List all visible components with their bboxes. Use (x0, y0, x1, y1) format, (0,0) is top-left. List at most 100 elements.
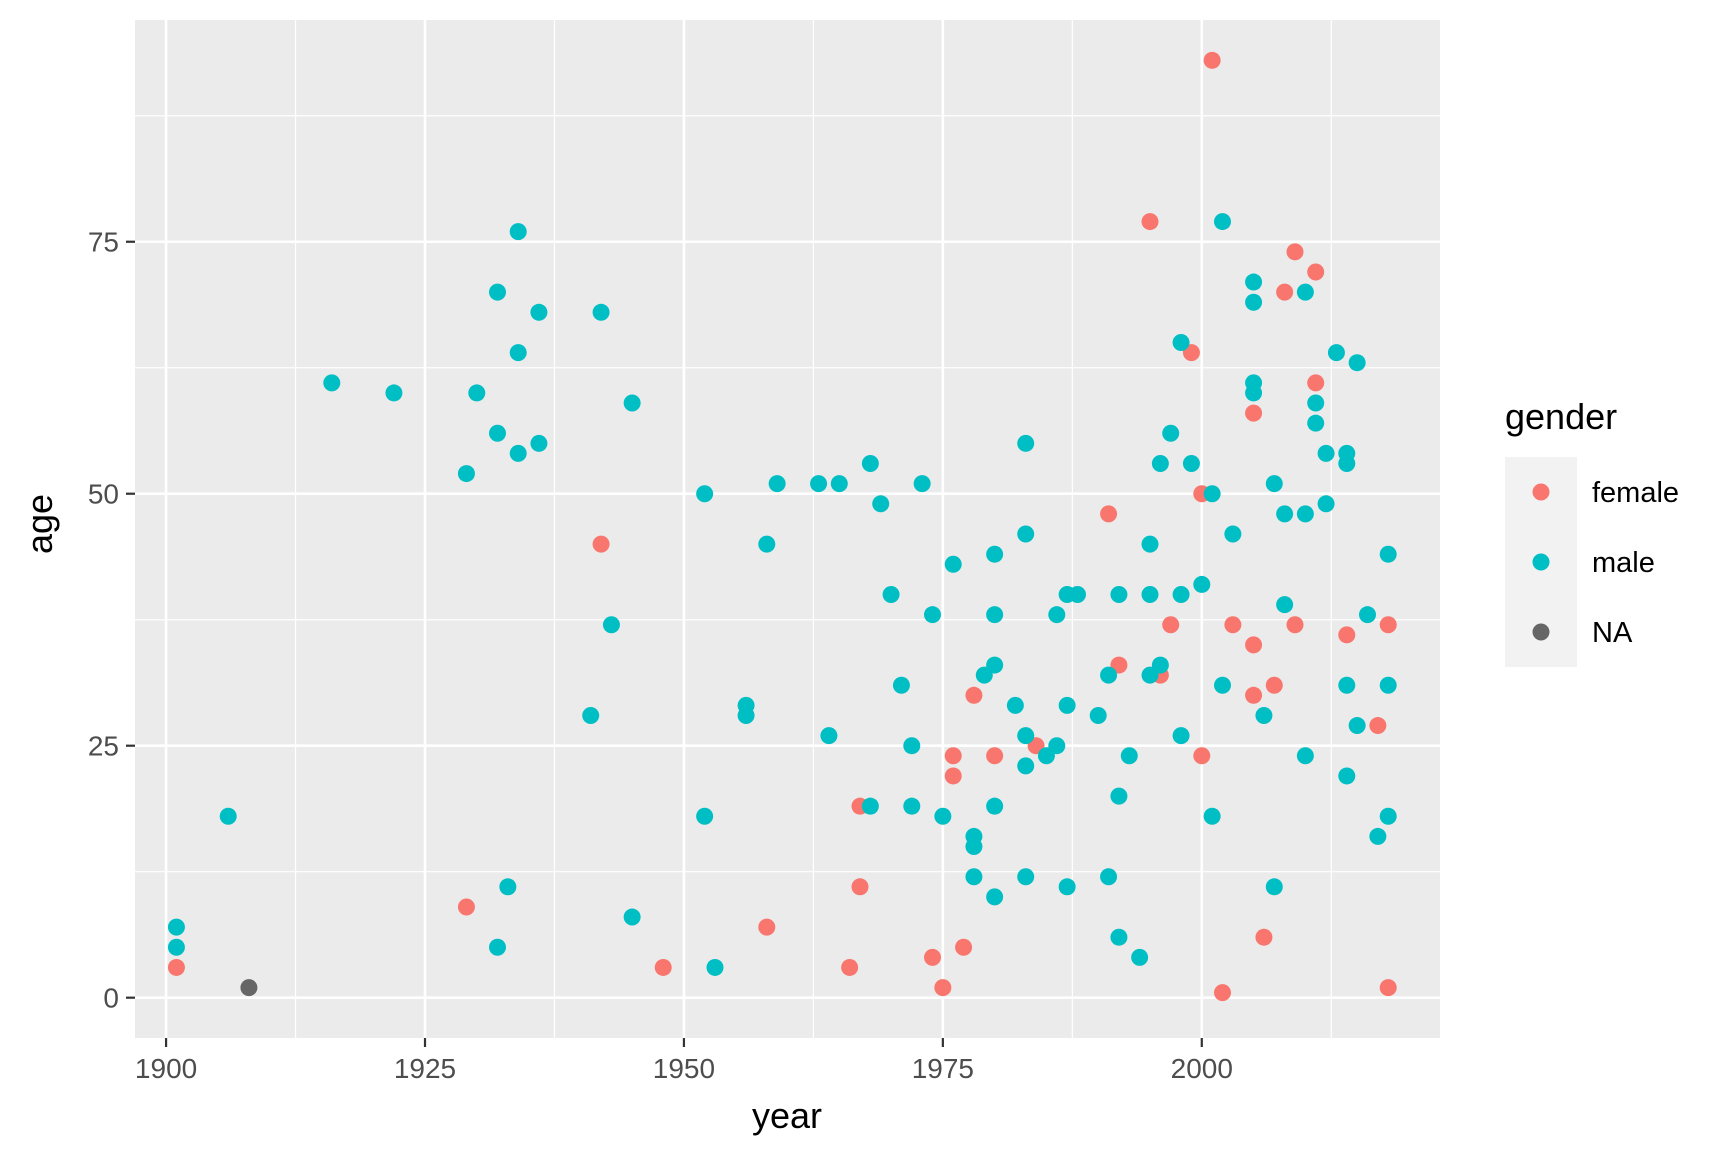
data-point (1369, 717, 1387, 735)
data-point (1317, 495, 1335, 513)
data-point (1307, 263, 1325, 281)
data-point (965, 686, 983, 704)
data-point (1307, 394, 1325, 412)
y-tick-label: 25 (88, 731, 119, 762)
data-points (167, 51, 1397, 1002)
y-axis: 0 25 50 75 (88, 227, 135, 1014)
data-point (851, 878, 869, 896)
data-point (1017, 757, 1035, 775)
data-point (861, 797, 879, 815)
data-point (1379, 676, 1397, 694)
series-na (240, 979, 258, 997)
data-point (1245, 686, 1263, 704)
data-point (167, 958, 185, 976)
data-point (1276, 596, 1294, 614)
data-point (1006, 696, 1024, 714)
data-point (1172, 334, 1190, 352)
legend-key-na (1532, 623, 1550, 641)
data-point (944, 747, 962, 765)
data-point (1245, 293, 1263, 311)
data-point (1172, 586, 1190, 604)
minor-gridlines (135, 20, 1440, 1038)
data-point (385, 384, 403, 402)
data-point (758, 918, 776, 936)
data-point (592, 303, 610, 321)
data-point (872, 495, 890, 513)
data-point (1203, 51, 1221, 69)
legend-items: female male NA (1532, 477, 1679, 649)
data-point (924, 606, 941, 624)
data-point (696, 807, 714, 825)
data-point (768, 475, 786, 493)
legend-key-female (1532, 483, 1550, 501)
data-point (986, 888, 1004, 906)
data-point (737, 706, 755, 724)
data-point (1017, 434, 1035, 452)
data-point (1151, 656, 1169, 674)
data-point (934, 807, 952, 825)
data-point (1265, 676, 1283, 694)
data-point (1348, 717, 1366, 735)
data-point (1317, 444, 1335, 462)
data-point (457, 465, 475, 483)
data-point (986, 797, 1004, 815)
data-point (1296, 505, 1314, 523)
data-point (1100, 505, 1118, 523)
data-point (1296, 747, 1314, 765)
x-tick-label: 1925 (394, 1053, 456, 1084)
data-point (810, 475, 828, 493)
data-point (1151, 454, 1169, 472)
data-point (1379, 807, 1397, 825)
data-point (219, 807, 237, 825)
data-point (1276, 505, 1294, 523)
data-point (509, 444, 527, 462)
x-tick-label: 1900 (135, 1053, 197, 1084)
data-point (1245, 273, 1263, 291)
data-point (489, 938, 506, 956)
legend-label-female: female (1592, 477, 1679, 509)
data-point (1017, 727, 1035, 745)
data-point (602, 616, 620, 634)
data-point (1110, 586, 1128, 604)
data-point (1069, 586, 1086, 604)
data-point (323, 374, 341, 392)
data-point (1338, 767, 1356, 785)
data-point (468, 384, 486, 402)
legend-key-male (1532, 553, 1550, 571)
x-tick-label: 1975 (912, 1053, 974, 1084)
data-point (986, 656, 1004, 674)
data-point (830, 475, 848, 493)
data-point (1048, 737, 1066, 755)
data-point (1214, 676, 1231, 694)
data-point (1245, 404, 1263, 422)
data-point (1379, 979, 1397, 997)
data-point (1100, 666, 1118, 684)
x-axis-title: year (752, 1095, 822, 1136)
data-point (965, 837, 983, 855)
data-point (1214, 984, 1231, 1002)
data-point (706, 958, 724, 976)
data-point (1193, 747, 1211, 765)
data-point (892, 676, 910, 694)
series-male (167, 213, 1397, 976)
data-point (1141, 586, 1159, 604)
data-point (1141, 213, 1159, 231)
data-point (1017, 868, 1035, 886)
legend-label-na: NA (1592, 617, 1633, 649)
data-point (1214, 213, 1231, 231)
data-point (903, 797, 921, 815)
data-point (1058, 878, 1076, 896)
data-point (1296, 283, 1314, 301)
data-point (1255, 706, 1273, 724)
data-point (1286, 243, 1304, 261)
data-point (167, 918, 185, 936)
data-point (913, 475, 931, 493)
data-point (1224, 616, 1242, 634)
data-point (696, 485, 714, 503)
data-point (1182, 454, 1200, 472)
data-point (1307, 414, 1325, 432)
data-point (240, 979, 258, 997)
x-axis: 1900 1925 1950 1975 2000 (135, 1038, 1233, 1084)
data-point (820, 727, 838, 745)
